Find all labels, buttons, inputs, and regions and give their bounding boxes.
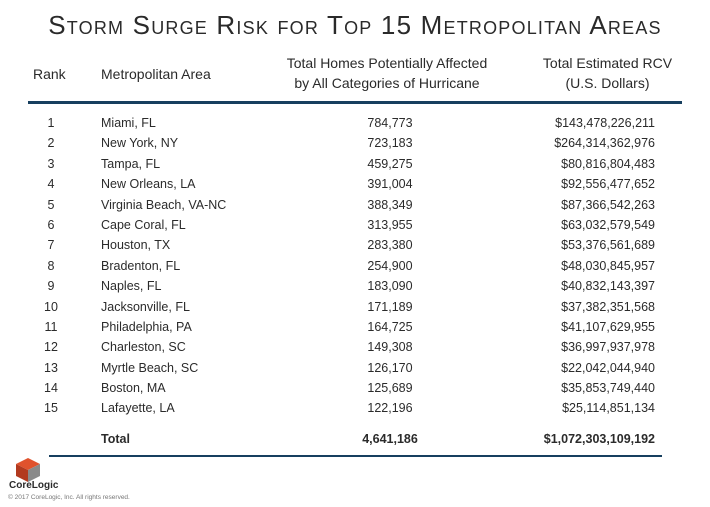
cell-rcv: $37,382,351,568	[561, 299, 655, 314]
cell-rank: 2	[47, 136, 55, 151]
table-row: 2 New York, NY 723,183 $264,314,362,976	[0, 133, 710, 153]
cell-metro: Naples, FL	[101, 279, 162, 294]
cell-homes: 122,196	[367, 401, 413, 416]
cell-homes: 149,308	[367, 340, 413, 355]
header-total-homes-line2: by All Categories of Hurricane	[294, 75, 480, 91]
cell-homes: 391,004	[367, 177, 413, 192]
cell-rank: 12	[44, 340, 58, 355]
corelogic-cube-logo-icon	[16, 458, 40, 482]
table-row: 6 Cape Coral, FL 313,955 $63,032,579,549	[0, 215, 710, 235]
table-row: 3 Tampa, FL 459,275 $80,816,804,483	[0, 154, 710, 174]
cell-homes: 183,090	[367, 279, 413, 294]
cell-metro: Boston, MA	[101, 381, 166, 396]
table-row: 7 Houston, TX 283,380 $53,376,561,689	[0, 235, 710, 255]
cell-rank: 7	[47, 238, 55, 253]
table-row: 12 Charleston, SC 149,308 $36,997,937,978	[0, 337, 710, 357]
cell-rcv: $53,376,561,689	[561, 238, 655, 253]
cell-homes: 459,275	[367, 156, 413, 171]
header-total-rcv: Total Estimated RCV (U.S. Dollars)	[520, 53, 695, 93]
cell-metro: Miami, FL	[101, 116, 156, 130]
cell-rcv: $63,032,579,549	[561, 217, 655, 232]
cell-metro: Tampa, FL	[101, 156, 161, 171]
table-row: 8 Bradenton, FL 254,900 $48,030,845,957	[0, 256, 710, 276]
cell-metro: Myrtle Beach, SC	[101, 360, 199, 375]
cell-homes: 126,170	[367, 360, 413, 375]
cell-rcv: $40,832,143,397	[561, 279, 655, 294]
table-row: 1 Miami, FL 784,773 $143,478,226,211	[0, 113, 710, 133]
cell-homes: 125,689	[367, 381, 413, 396]
cell-metro: Houston, TX	[101, 238, 171, 253]
cell-homes: 164,725	[367, 319, 413, 334]
table-row: 10 Jacksonville, FL 171,189 $37,382,351,568	[0, 297, 710, 317]
table-row: 15 Lafayette, LA 122,196 $25,114,851,134	[0, 398, 710, 418]
cell-metro: Jacksonville, FL	[101, 299, 190, 314]
table-body: 1 Miami, FL 784,773 $143,478,226,211 2 New Y…	[0, 113, 710, 419]
cell-homes: 254,900	[367, 258, 413, 273]
cell-metro: New Orleans, LA	[101, 177, 196, 192]
cell-homes: 313,955	[367, 217, 413, 232]
cell-metro: Charleston, SC	[101, 340, 186, 355]
page-title: Storm Surge Risk for Top 15 Metropolitan…	[48, 10, 662, 40]
cell-rank: 13	[44, 360, 58, 375]
total-rcv: $1,072,303,109,192	[543, 432, 655, 446]
header-total-homes: Total Homes Potentially Affected by All …	[262, 53, 512, 93]
cell-rank: 15	[44, 401, 58, 416]
cell-homes: 388,349	[367, 197, 413, 212]
cell-rank: 6	[47, 217, 55, 232]
cell-rank: 9	[47, 279, 55, 294]
cell-homes: 723,183	[367, 136, 413, 151]
cell-rcv: $36,997,937,978	[561, 340, 655, 355]
cell-rank: 4	[47, 177, 55, 192]
cell-rcv: $48,030,845,957	[561, 258, 655, 273]
table-row: 14 Boston, MA 125,689 $35,853,749,440	[0, 378, 710, 398]
cell-homes: 171,189	[367, 299, 413, 314]
cell-rcv: $80,816,804,483	[561, 156, 655, 171]
header-metro-area: Metropolitan Area	[101, 66, 211, 82]
cell-rank: 10	[44, 299, 58, 314]
table-row: 9 Naples, FL 183,090 $40,832,143,397	[0, 276, 710, 296]
cell-metro: Virginia Beach, VA-NC	[101, 197, 227, 212]
header-total-homes-line1: Total Homes Potentially Affected	[286, 55, 488, 71]
total-label: Total	[101, 432, 130, 446]
cell-rank: 14	[44, 381, 58, 396]
cell-homes: 784,773	[367, 116, 413, 130]
cell-metro: Lafayette, LA	[101, 401, 175, 416]
table-row: 13 Myrtle Beach, SC 126,170 $22,042,044,940	[0, 358, 710, 378]
header-divider	[28, 101, 682, 104]
cell-rank: 8	[47, 258, 55, 273]
table-row: 5 Virginia Beach, VA-NC 388,349 $87,366,542…	[0, 195, 710, 215]
cell-metro: New York, NY	[101, 136, 179, 151]
cell-metro: Philadelphia, PA	[101, 319, 192, 334]
cell-rcv: $264,314,362,976	[554, 136, 655, 151]
table-row: 11 Philadelphia, PA 164,725 $41,107,629,955	[0, 317, 710, 337]
cell-rank: 11	[44, 319, 58, 334]
cell-rcv: $41,107,629,955	[561, 319, 655, 334]
header-total-rcv-line1: Total Estimated RCV	[542, 55, 673, 71]
cell-rcv: $35,853,749,440	[561, 381, 655, 396]
copyright-text: © 2017 CoreLogic, Inc. All rights reserv…	[8, 494, 130, 501]
header-total-rcv-line2: (U.S. Dollars)	[565, 75, 650, 91]
logo-name: CoreLogic	[9, 480, 59, 491]
footer-divider	[49, 455, 662, 457]
cell-rcv: $22,042,044,940	[561, 360, 655, 375]
cell-rank: 5	[47, 197, 55, 212]
header-rank: Rank	[33, 66, 66, 82]
cell-rank: 3	[47, 156, 55, 171]
total-homes: 4,641,186	[362, 432, 418, 446]
cell-metro: Cape Coral, FL	[101, 217, 186, 232]
cell-rcv: $143,478,226,211	[555, 116, 655, 130]
cell-rank: 1	[47, 116, 55, 130]
cell-rcv: $92,556,477,652	[561, 177, 655, 192]
cell-metro: Bradenton, FL	[101, 258, 181, 273]
table-row: 4 New Orleans, LA 391,004 $92,556,477,652	[0, 174, 710, 194]
cell-rcv: $25,114,851,134	[562, 401, 655, 416]
cell-homes: 283,380	[367, 238, 413, 253]
cell-rcv: $87,366,542,263	[561, 197, 655, 212]
